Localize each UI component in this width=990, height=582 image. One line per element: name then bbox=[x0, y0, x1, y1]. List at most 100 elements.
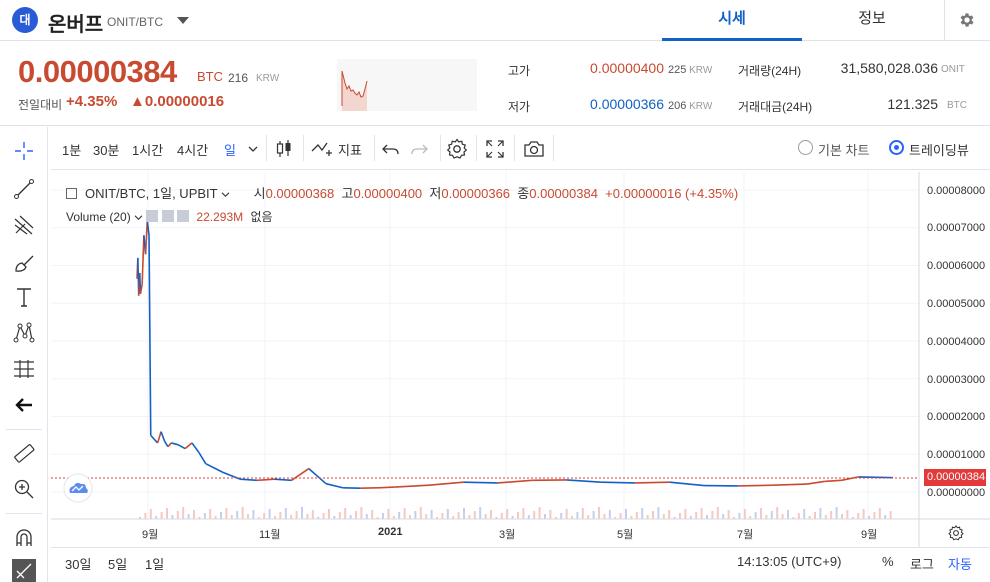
volume-bar bbox=[414, 511, 417, 519]
indicator-icon[interactable] bbox=[310, 137, 334, 161]
eye-icon[interactable] bbox=[146, 210, 159, 222]
volume-bar bbox=[241, 507, 244, 519]
range-5d[interactable]: 5일 bbox=[108, 557, 128, 572]
pair-label: ONIT/BTC bbox=[107, 15, 163, 29]
chevron-down-icon[interactable] bbox=[221, 191, 230, 198]
price-krw: 216 bbox=[228, 71, 249, 85]
pattern-icon[interactable] bbox=[12, 321, 36, 345]
price-segment bbox=[163, 440, 169, 448]
eraser-icon[interactable] bbox=[12, 559, 36, 582]
tab-info[interactable]: 정보 bbox=[858, 10, 886, 27]
gear-icon[interactable] bbox=[161, 210, 174, 222]
price-chart[interactable]: ONIT/BTC, 1일, UPBIT 시0.00000368 고0.00000… bbox=[51, 172, 990, 547]
price-segment bbox=[257, 478, 275, 482]
chart-settings-icon[interactable] bbox=[948, 525, 964, 541]
log-toggle[interactable]: 로그 bbox=[910, 557, 934, 572]
volume-bar bbox=[733, 517, 735, 519]
volume-bar bbox=[198, 517, 201, 519]
auto-toggle[interactable]: 자동 bbox=[948, 557, 972, 572]
volume-bar bbox=[484, 514, 487, 519]
volume-bar bbox=[360, 507, 363, 519]
volume-value: 31,580,028.036 bbox=[840, 60, 938, 76]
volume-bar bbox=[268, 509, 271, 519]
low-krw: 206 KRW bbox=[668, 100, 713, 112]
price-segment bbox=[600, 481, 636, 484]
tab-price[interactable]: 시세 bbox=[662, 0, 802, 41]
interval-1h[interactable]: 1시간 bbox=[132, 143, 164, 158]
volume-bar bbox=[284, 508, 287, 519]
volume-bar bbox=[689, 516, 692, 519]
ticker-panel: 0.00000384 BTC 216 KRW 전일대비 +4.35% ▲0.00… bbox=[0, 42, 990, 126]
volume-bar bbox=[808, 516, 811, 519]
legend-symbol[interactable]: ONIT/BTC, 1일, UPBIT bbox=[85, 186, 218, 201]
volume-bar bbox=[743, 509, 746, 519]
price-segment bbox=[171, 442, 179, 446]
price-krw-unit: KRW bbox=[256, 73, 280, 84]
ruler-icon[interactable] bbox=[12, 441, 36, 465]
camera-icon[interactable] bbox=[522, 137, 546, 161]
back-arrow-icon[interactable] bbox=[12, 393, 36, 417]
chevron-down-icon[interactable] bbox=[248, 145, 258, 153]
volume-bar bbox=[857, 513, 860, 519]
volume-bar bbox=[614, 517, 617, 519]
interval-1d[interactable]: 일 bbox=[224, 143, 236, 158]
magnet-icon[interactable] bbox=[12, 526, 36, 550]
pitchfork-icon[interactable] bbox=[12, 213, 36, 237]
volume-bar bbox=[430, 510, 433, 519]
volume-bar bbox=[851, 517, 854, 519]
volume-bar bbox=[371, 510, 374, 519]
volume-legend-label[interactable]: Volume (20) bbox=[66, 210, 131, 224]
price-segment bbox=[150, 434, 155, 440]
x-tick: 2021 bbox=[378, 526, 403, 538]
chevron-down-icon[interactable] bbox=[134, 214, 143, 221]
text-icon[interactable] bbox=[12, 285, 36, 309]
collapse-icon[interactable] bbox=[66, 188, 77, 199]
volume-bar bbox=[565, 509, 568, 519]
volume-bar bbox=[517, 512, 519, 519]
crosshair-icon[interactable] bbox=[12, 139, 36, 163]
tradingview-radio[interactable] bbox=[889, 140, 904, 155]
volume-bar bbox=[787, 510, 789, 519]
price-segment bbox=[824, 479, 842, 483]
price-segment bbox=[377, 486, 395, 489]
range-1d[interactable]: 1일 bbox=[145, 557, 165, 572]
tradingview-label[interactable]: 트레이딩뷰 bbox=[909, 143, 969, 158]
chevron-down-icon[interactable] bbox=[177, 17, 189, 24]
zoom-icon[interactable] bbox=[12, 477, 36, 501]
close-icon[interactable] bbox=[177, 210, 190, 222]
redo-icon[interactable] bbox=[407, 137, 431, 161]
gear-icon[interactable] bbox=[445, 137, 469, 161]
fullscreen-icon[interactable] bbox=[483, 137, 507, 161]
volume-bar bbox=[468, 515, 471, 519]
candlestick-icon[interactable] bbox=[272, 137, 296, 161]
price-segment bbox=[146, 220, 150, 236]
volume-bar bbox=[835, 507, 838, 519]
price-segment bbox=[205, 462, 224, 474]
chart-canvas[interactable] bbox=[51, 172, 990, 547]
percent-toggle[interactable]: % bbox=[882, 554, 894, 569]
brush-icon[interactable] bbox=[12, 251, 36, 275]
time-display[interactable]: 14:13:05 (UTC+9) bbox=[737, 554, 842, 569]
volume-bar bbox=[209, 509, 212, 519]
price-segment bbox=[635, 481, 670, 484]
legend-open: 0.00000368 bbox=[265, 186, 335, 201]
volume-bar bbox=[149, 509, 152, 519]
indicator-button[interactable]: 지표 bbox=[338, 143, 362, 158]
trend-line-icon[interactable] bbox=[12, 177, 36, 201]
interval-30m[interactable]: 30분 bbox=[93, 143, 120, 158]
volume-bar bbox=[473, 511, 476, 519]
x-tick: 3월 bbox=[499, 529, 516, 541]
prediction-icon[interactable] bbox=[12, 357, 36, 381]
settings-button[interactable] bbox=[944, 0, 990, 41]
basic-chart-label[interactable]: 기본 차트 bbox=[818, 143, 870, 158]
basic-chart-radio[interactable] bbox=[798, 140, 813, 155]
interval-1m[interactable]: 1분 bbox=[62, 143, 82, 158]
range-30d[interactable]: 30일 bbox=[65, 557, 92, 572]
interval-4h[interactable]: 4시간 bbox=[177, 143, 209, 158]
legend-change: +0.00000016 (+4.35%) bbox=[605, 186, 739, 201]
volume-legend: Volume (20) 22.293M 없음 bbox=[66, 208, 273, 225]
volume-bar bbox=[819, 508, 822, 519]
undo-icon[interactable] bbox=[379, 137, 403, 161]
volume-bar bbox=[770, 511, 773, 519]
volume-unit: ONIT bbox=[941, 64, 965, 75]
